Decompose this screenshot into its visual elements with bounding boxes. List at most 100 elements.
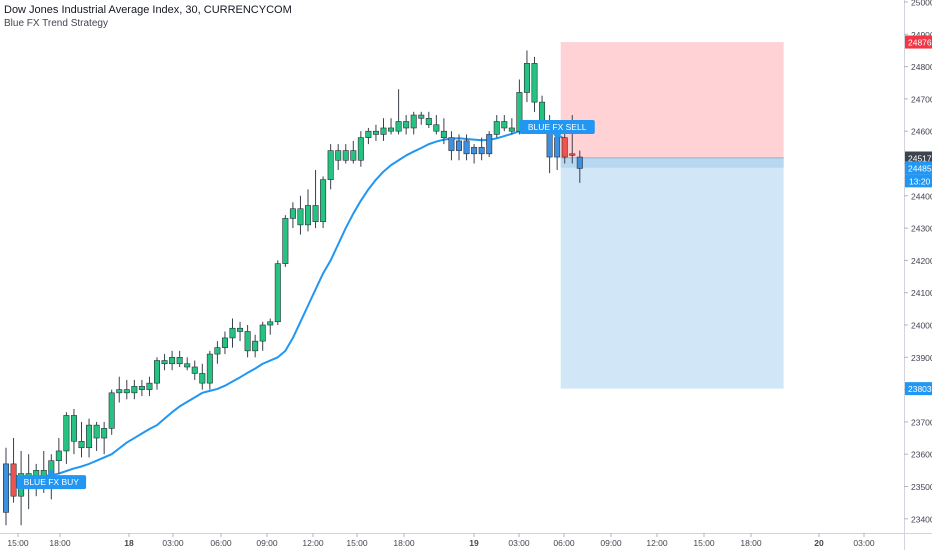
candle-body xyxy=(335,150,342,161)
candle-body xyxy=(86,424,93,449)
candle xyxy=(471,144,478,164)
candle-body xyxy=(463,140,470,155)
signal-box xyxy=(519,119,595,134)
countdown-label: 13:20 xyxy=(905,174,932,188)
entry-price-label-box xyxy=(905,151,932,165)
candle xyxy=(289,202,296,229)
stop-loss-zone[interactable] xyxy=(560,42,784,159)
candle-body xyxy=(297,208,304,226)
candle xyxy=(63,412,70,464)
price-tick-label: 23400 xyxy=(911,514,932,524)
target-price-label-box xyxy=(905,382,932,396)
candle xyxy=(214,341,221,364)
candle xyxy=(312,169,319,229)
candle xyxy=(191,360,198,380)
last-price-label-box xyxy=(905,161,932,175)
candle xyxy=(335,144,342,170)
time-tick-label: 15:00 xyxy=(346,538,368,548)
candle-body xyxy=(146,382,153,390)
sell-signal[interactable]: BLUE FX SELL xyxy=(519,119,595,140)
candle-body xyxy=(116,389,123,394)
candle xyxy=(229,318,236,348)
candle-body xyxy=(289,208,296,219)
candle xyxy=(244,325,251,358)
candle xyxy=(70,408,77,455)
stop-price-label-box xyxy=(905,35,932,49)
candle xyxy=(101,421,108,455)
time-axis[interactable]: 15:00 18:00 18 03:00 06:00 09:00 12:00 15:00 18:… xyxy=(0,533,932,548)
candle-body xyxy=(372,130,379,135)
price-tick-label: 24800 xyxy=(911,62,932,72)
candle-body xyxy=(501,121,508,129)
candle-body xyxy=(206,353,213,384)
candle xyxy=(516,79,523,135)
candle-body xyxy=(554,137,561,158)
candles-layer xyxy=(2,50,583,526)
candle xyxy=(282,215,289,267)
candle-body xyxy=(184,363,191,368)
candle-body xyxy=(229,327,236,339)
candle-body xyxy=(425,117,432,126)
stop-price-label: 24876 xyxy=(905,35,932,49)
time-tick-label: 06:00 xyxy=(210,538,232,548)
symbol-title[interactable]: Dow Jones Industrial Average Index, 30, … xyxy=(4,4,292,16)
candle-body xyxy=(78,440,85,449)
candle xyxy=(237,321,244,342)
candle-body xyxy=(274,263,281,323)
candle-body xyxy=(508,127,515,132)
candle-body xyxy=(169,356,176,365)
entry-price-label-text: 24517 xyxy=(908,154,932,164)
candle-body xyxy=(471,147,478,155)
candle xyxy=(493,115,500,138)
strategy-title[interactable]: Blue FX Trend Strategy xyxy=(4,18,108,29)
candle xyxy=(463,134,470,161)
candle-body xyxy=(448,137,455,151)
candle-body xyxy=(237,327,244,332)
candle xyxy=(93,421,100,451)
candle xyxy=(327,144,334,190)
take-profit-zone[interactable] xyxy=(560,158,784,389)
candle-body xyxy=(403,121,410,129)
candle-body xyxy=(493,121,500,135)
candle-body xyxy=(569,153,576,156)
candle xyxy=(403,115,410,135)
candle xyxy=(86,418,93,458)
price-tick-label: 24300 xyxy=(911,224,932,234)
candle xyxy=(486,131,493,158)
candle-body xyxy=(55,450,62,461)
time-tick-label: 19 xyxy=(469,538,479,548)
candle-body xyxy=(252,340,259,352)
candle xyxy=(78,421,85,458)
candle xyxy=(380,118,387,141)
time-tick-label: 18:00 xyxy=(49,538,71,548)
candle xyxy=(531,56,538,112)
candle xyxy=(161,354,168,371)
candle xyxy=(176,350,183,367)
candle xyxy=(131,379,138,400)
candle-body xyxy=(486,134,493,155)
price-tick-label: 24600 xyxy=(911,127,932,137)
position-zones[interactable] xyxy=(560,42,784,389)
price-tick-label: 24200 xyxy=(911,256,932,266)
candle xyxy=(501,115,508,132)
candle-body xyxy=(357,137,364,161)
candle xyxy=(259,321,266,351)
candle xyxy=(267,318,274,335)
chart-legend: Dow Jones Industrial Average Index, 30, … xyxy=(4,4,292,30)
candle-body xyxy=(365,130,372,138)
moving-average-line xyxy=(5,125,566,478)
time-tick-label: 03:00 xyxy=(853,538,875,548)
candle-body xyxy=(123,389,130,394)
target-price-label-text: 23803 xyxy=(908,384,932,394)
price-axis[interactable]: 2340023500236002370023800239002400024100… xyxy=(904,0,932,550)
entry-band xyxy=(560,158,784,168)
candle xyxy=(508,118,515,135)
countdown-box xyxy=(905,174,932,188)
candle xyxy=(388,118,395,135)
time-tick-label: 03:00 xyxy=(162,538,184,548)
candle xyxy=(138,379,145,397)
buy-signal[interactable]: BLUE FX BUY xyxy=(16,469,87,490)
candle xyxy=(221,331,228,355)
candle-body xyxy=(131,386,138,394)
